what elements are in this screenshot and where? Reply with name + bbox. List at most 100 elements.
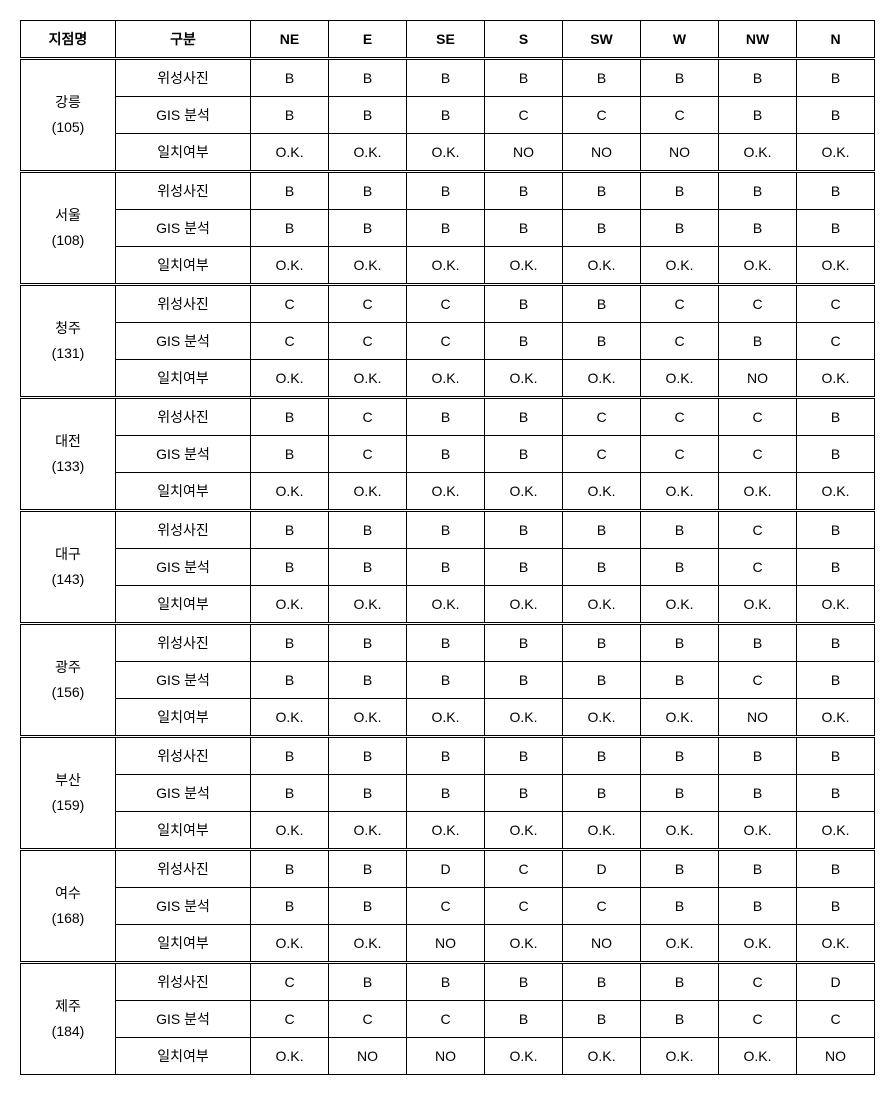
station-name: 대전 <box>25 429 111 454</box>
value-cell: C <box>563 398 641 436</box>
value-cell: B <box>641 172 719 210</box>
table-row: 일치여부O.K.O.K.NOO.K.NOO.K.O.K.O.K. <box>21 925 875 963</box>
value-cell: NO <box>407 925 485 963</box>
table-row: 일치여부O.K.NONOO.K.O.K.O.K.O.K.NO <box>21 1038 875 1075</box>
table-row: 일치여부O.K.O.K.O.K.O.K.O.K.O.K.O.K.O.K. <box>21 247 875 285</box>
value-cell: O.K. <box>251 1038 329 1075</box>
value-cell: B <box>563 1001 641 1038</box>
value-cell: B <box>563 511 641 549</box>
value-cell: C <box>485 888 563 925</box>
value-cell: B <box>251 850 329 888</box>
value-cell: B <box>641 737 719 775</box>
category-cell: 위성사진 <box>116 511 251 549</box>
value-cell: B <box>797 737 875 775</box>
value-cell: O.K. <box>641 812 719 850</box>
value-cell: O.K. <box>797 925 875 963</box>
value-cell: B <box>329 59 407 97</box>
value-cell: O.K. <box>407 473 485 511</box>
value-cell: B <box>251 888 329 925</box>
value-cell: C <box>407 323 485 360</box>
value-cell: O.K. <box>251 360 329 398</box>
value-cell: B <box>641 662 719 699</box>
value-cell: B <box>329 963 407 1001</box>
category-cell: GIS 분석 <box>116 775 251 812</box>
value-cell: O.K. <box>485 247 563 285</box>
value-cell: B <box>719 775 797 812</box>
value-cell: B <box>407 172 485 210</box>
table-row: 대구(143)위성사진BBBBBBCB <box>21 511 875 549</box>
value-cell: O.K. <box>251 699 329 737</box>
category-cell: 위성사진 <box>116 285 251 323</box>
category-cell: GIS 분석 <box>116 662 251 699</box>
category-cell: GIS 분석 <box>116 436 251 473</box>
category-cell: 일치여부 <box>116 699 251 737</box>
value-cell: NO <box>641 134 719 172</box>
value-cell: B <box>329 888 407 925</box>
table-row: 일치여부O.K.O.K.O.K.O.K.O.K.O.K.O.K.O.K. <box>21 812 875 850</box>
value-cell: B <box>641 1001 719 1038</box>
station-code: (108) <box>25 228 111 253</box>
value-cell: O.K. <box>485 812 563 850</box>
value-cell: B <box>329 210 407 247</box>
value-cell: C <box>329 436 407 473</box>
header-dir-w: W <box>641 21 719 59</box>
value-cell: B <box>563 59 641 97</box>
value-cell: NO <box>563 925 641 963</box>
station-name: 광주 <box>25 655 111 680</box>
category-cell: 위성사진 <box>116 624 251 662</box>
header-dir-e: E <box>329 21 407 59</box>
value-cell: B <box>407 775 485 812</box>
value-cell: O.K. <box>563 586 641 624</box>
value-cell: D <box>797 963 875 1001</box>
value-cell: O.K. <box>329 925 407 963</box>
value-cell: B <box>719 59 797 97</box>
value-cell: C <box>719 662 797 699</box>
value-cell: C <box>719 285 797 323</box>
category-cell: 일치여부 <box>116 925 251 963</box>
station-name: 부산 <box>25 768 111 793</box>
station-cell: 대구(143) <box>21 511 116 624</box>
table-row: GIS 분석BBBBBBBB <box>21 775 875 812</box>
value-cell: B <box>407 210 485 247</box>
table-row: 일치여부O.K.O.K.O.K.O.K.O.K.O.K.NOO.K. <box>21 699 875 737</box>
value-cell: NO <box>563 134 641 172</box>
category-cell: 일치여부 <box>116 247 251 285</box>
value-cell: O.K. <box>797 812 875 850</box>
station-code: (131) <box>25 341 111 366</box>
header-station: 지점명 <box>21 21 116 59</box>
value-cell: B <box>797 662 875 699</box>
value-cell: B <box>797 624 875 662</box>
value-cell: B <box>407 59 485 97</box>
station-code: (143) <box>25 567 111 592</box>
value-cell: B <box>485 436 563 473</box>
value-cell: D <box>407 850 485 888</box>
table-row: 강릉(105)위성사진BBBBBBBB <box>21 59 875 97</box>
value-cell: O.K. <box>251 586 329 624</box>
value-cell: O.K. <box>719 586 797 624</box>
value-cell: NO <box>719 360 797 398</box>
category-cell: GIS 분석 <box>116 210 251 247</box>
value-cell: O.K. <box>485 925 563 963</box>
category-cell: 위성사진 <box>116 850 251 888</box>
category-cell: 위성사진 <box>116 172 251 210</box>
value-cell: O.K. <box>641 586 719 624</box>
value-cell: O.K. <box>719 925 797 963</box>
table-row: GIS 분석CCCBBBCC <box>21 1001 875 1038</box>
value-cell: O.K. <box>797 360 875 398</box>
value-cell: B <box>719 210 797 247</box>
category-cell: 일치여부 <box>116 1038 251 1075</box>
value-cell: B <box>563 172 641 210</box>
value-cell: O.K. <box>563 247 641 285</box>
value-cell: B <box>329 97 407 134</box>
value-cell: NO <box>797 1038 875 1075</box>
station-code: (168) <box>25 906 111 931</box>
value-cell: C <box>719 511 797 549</box>
value-cell: B <box>797 888 875 925</box>
value-cell: B <box>251 172 329 210</box>
table-row: 청주(131)위성사진CCCBBCCC <box>21 285 875 323</box>
value-cell: NO <box>719 699 797 737</box>
station-name: 강릉 <box>25 90 111 115</box>
category-cell: 위성사진 <box>116 59 251 97</box>
value-cell: B <box>485 1001 563 1038</box>
value-cell: B <box>407 511 485 549</box>
